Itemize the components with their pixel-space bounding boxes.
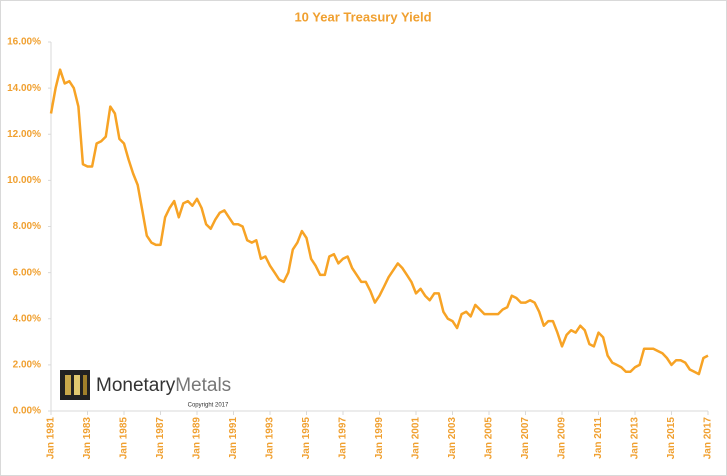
x-tick-label: Jan 1997 — [338, 417, 349, 460]
y-tick-label: 14.00% — [7, 83, 41, 94]
y-tick-label: 10.00% — [7, 175, 41, 186]
x-tick-label: Jan 1983 — [82, 417, 93, 460]
logo-bar — [65, 375, 71, 395]
y-tick-label: 16.00% — [7, 37, 41, 48]
x-tick-label: Jan 1987 — [155, 417, 166, 460]
x-tick-label: Jan 2011 — [593, 417, 604, 459]
y-tick-label: 6.00% — [13, 267, 41, 278]
x-tick-label: Jan 2009 — [557, 417, 568, 460]
x-tick-label: Jan 1991 — [228, 417, 239, 460]
x-tick-label: Jan 2003 — [447, 417, 458, 460]
x-tick-label: Jan 2007 — [520, 417, 531, 460]
y-tick-label: 2.00% — [13, 360, 41, 371]
x-tick-label: Jan 1999 — [374, 417, 385, 460]
x-tick-label: Jan 1993 — [265, 417, 276, 460]
x-tick-label: Jan 2015 — [666, 417, 677, 460]
logo-bar — [74, 375, 80, 395]
x-tick-label: Jan 2001 — [411, 417, 422, 460]
logo: MonetaryMetals Copyright 2017 — [60, 370, 231, 409]
line — [49, 68, 709, 376]
x-tick-label: Jan 1995 — [301, 417, 312, 460]
y-tick-label: 8.00% — [13, 221, 41, 232]
y-tick-label: 0.00% — [13, 406, 41, 417]
x-tick-label: Jan 1981 — [46, 417, 57, 460]
x-tick-label: Jan 2017 — [703, 417, 714, 460]
x-tick-label: Jan 1985 — [119, 417, 130, 460]
y-tick-label: 4.00% — [13, 313, 41, 324]
logo-text: MonetaryMetals — [96, 375, 231, 396]
chart-title: 10 Year Treasury Yield — [294, 9, 431, 24]
logo-bar — [83, 375, 87, 395]
y-tick-label: 12.00% — [7, 129, 41, 140]
logo-name: Monetary — [96, 375, 176, 396]
logo-name: Metals — [175, 375, 231, 396]
logo-copyright: Copyright 2017 — [188, 403, 229, 409]
x-tick-label: Jan 2013 — [630, 417, 641, 460]
x-tick-label: Jan 1989 — [192, 417, 203, 460]
x-tick-label: Jan 2005 — [484, 417, 495, 460]
